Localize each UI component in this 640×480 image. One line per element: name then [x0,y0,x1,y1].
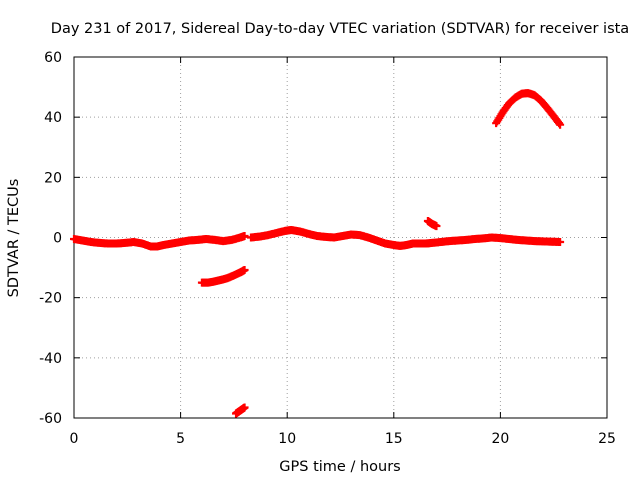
series-bottom-blip [232,403,249,418]
series-main-track-2 [246,225,565,250]
chart-title: Day 231 of 2017, Sidereal Day-to-day VTE… [51,21,629,37]
data-point [240,265,249,274]
x-tick-label: 5 [176,431,185,447]
x-axis-label: GPS time / hours [279,459,400,475]
y-axis-label: SDTVAR / TECUs [6,179,22,298]
y-tick-label: 40 [44,110,62,126]
y-tick-label: 0 [53,231,62,247]
x-tick-label: 0 [70,431,79,447]
x-tick-label: 10 [278,431,296,447]
data-point [240,231,249,240]
y-tick-label: -60 [39,411,62,427]
x-tick-label: 25 [598,431,616,447]
data-point [556,120,565,129]
data-point [556,238,565,247]
y-tick-label: -20 [39,291,62,307]
x-tick-label: 15 [385,431,403,447]
axis-ticks [73,56,608,419]
series-upper-arc [492,89,565,129]
data-point [240,403,249,412]
series-main-track [70,231,249,251]
y-tick-label: -40 [39,351,62,367]
y-tick-label: 20 [44,170,62,186]
series-spike [423,216,441,231]
data-points [70,89,565,418]
x-tick-label: 20 [491,431,509,447]
series-lower-arc [197,265,249,287]
tick-labels: 0 5 10 15 20 25 -60 -40 -20 0 20 40 60 [39,50,616,447]
data-point [432,222,441,231]
y-tick-label: 60 [44,50,62,66]
